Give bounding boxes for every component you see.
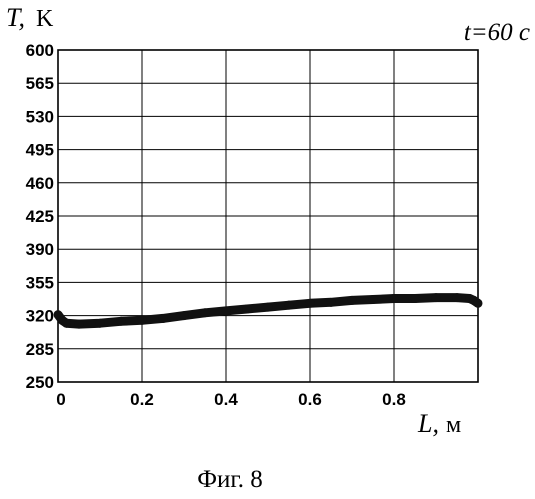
y-tick-label: 600 xyxy=(26,41,54,60)
x-tick-label: 0 xyxy=(56,390,65,409)
data-point xyxy=(453,293,462,302)
data-point xyxy=(285,301,294,310)
data-point xyxy=(222,306,231,315)
x-tick-labels: 0 0.2 0.4 0.6 0.8 xyxy=(56,390,406,409)
data-point xyxy=(327,298,336,307)
y-axis-label-unit: K xyxy=(36,6,54,32)
data-point xyxy=(369,295,378,304)
y-tick-label: 495 xyxy=(26,141,54,160)
data-point xyxy=(75,320,84,329)
data-point xyxy=(62,319,71,328)
grid xyxy=(58,50,478,382)
data-point xyxy=(201,308,210,317)
y-axis-label-symbol: T, xyxy=(6,3,25,32)
data-point xyxy=(180,311,189,320)
y-tick-label: 355 xyxy=(26,273,54,292)
data-point xyxy=(390,294,399,303)
data-point xyxy=(411,294,420,303)
data-point xyxy=(243,304,252,313)
series-layer xyxy=(54,293,483,329)
x-tick-label: 0.8 xyxy=(382,390,406,409)
data-point xyxy=(432,293,441,302)
data-point xyxy=(138,316,147,325)
data-point xyxy=(96,319,105,328)
y-tick-label: 285 xyxy=(26,340,54,359)
data-point xyxy=(264,303,273,312)
y-tick-label: 250 xyxy=(26,373,54,392)
x-axis-label-symbol: L, xyxy=(417,409,439,438)
data-point xyxy=(348,296,357,305)
y-tick-labels: 250 285 320 355 390 425 460 495 530 565 600 xyxy=(26,41,54,392)
data-point xyxy=(474,299,483,308)
data-point xyxy=(117,317,126,326)
time-annotation: t=60 c xyxy=(464,19,530,46)
x-tick-label: 0.2 xyxy=(130,390,154,409)
data-point xyxy=(306,299,315,308)
y-tick-label: 425 xyxy=(26,207,54,226)
figure-caption: Фиг. 8 xyxy=(197,466,263,493)
y-tick-label: 530 xyxy=(26,107,54,126)
x-tick-label: 0.6 xyxy=(298,390,322,409)
x-axis-label-unit: м xyxy=(446,412,461,438)
y-tick-label: 390 xyxy=(26,240,54,259)
x-tick-label: 0.4 xyxy=(214,390,238,409)
data-point xyxy=(159,314,168,323)
y-tick-label: 460 xyxy=(26,174,54,193)
y-tick-label: 320 xyxy=(26,307,54,326)
y-tick-label: 565 xyxy=(26,74,54,93)
